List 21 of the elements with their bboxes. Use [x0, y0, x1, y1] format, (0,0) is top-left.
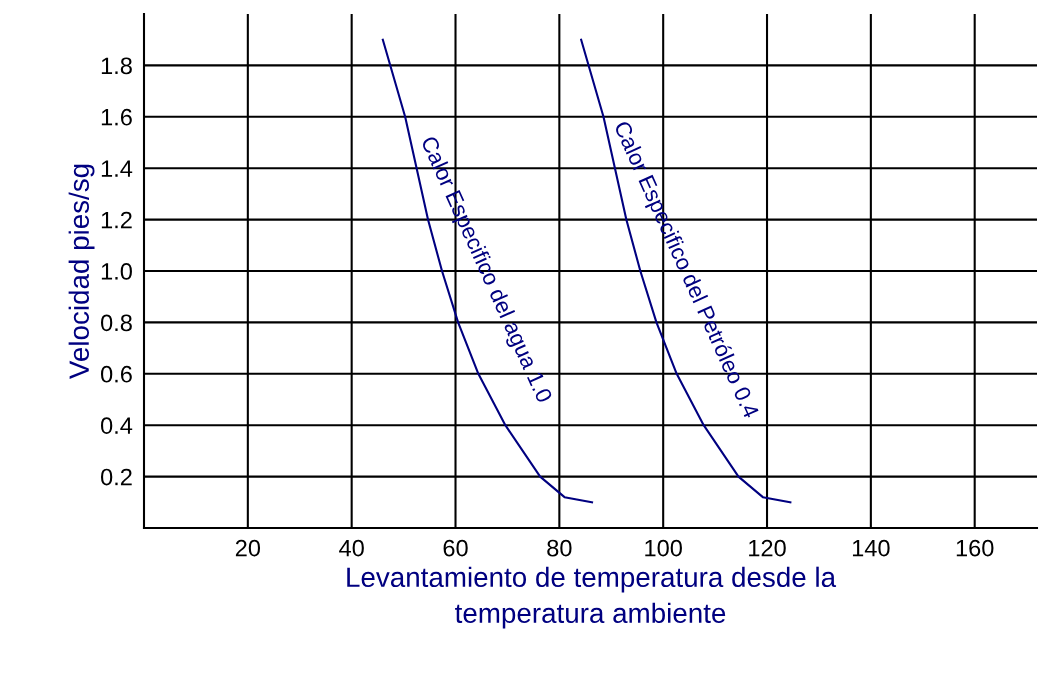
x-tick-label: 160 — [956, 539, 994, 557]
x-tick-label: 40 — [339, 539, 364, 557]
y-tick-label: 0.4 — [100, 417, 133, 434]
y-tick-label: 0.8 — [100, 314, 132, 332]
y-tick-label: 1.6 — [101, 108, 132, 126]
y-tick-label: 0.2 — [100, 468, 132, 486]
x-tick-label: 140 — [852, 539, 890, 557]
x-tick-label: 60 — [443, 539, 468, 557]
x-axis-title: Levantamiento de temperatura desde la temperatura ambiente — [347, 566, 837, 629]
y-tick-label: 1.2 — [101, 211, 132, 229]
y-tick-label: 1.8 — [101, 57, 132, 75]
y-tick-label: 1.0 — [101, 263, 132, 280]
y-tick-label: 1.4 — [101, 160, 133, 177]
line-series — [381, 38, 594, 504]
x-tick-label: 120 — [749, 539, 786, 557]
x-tick-label: 20 — [235, 539, 261, 557]
x-tick-label: 80 — [547, 539, 572, 557]
x-tick-label: 100 — [645, 539, 682, 557]
y-axis-title: Velocidad pies/sg — [68, 164, 95, 379]
line-series — [580, 38, 792, 504]
y-tick-label: 0.6 — [100, 365, 132, 383]
